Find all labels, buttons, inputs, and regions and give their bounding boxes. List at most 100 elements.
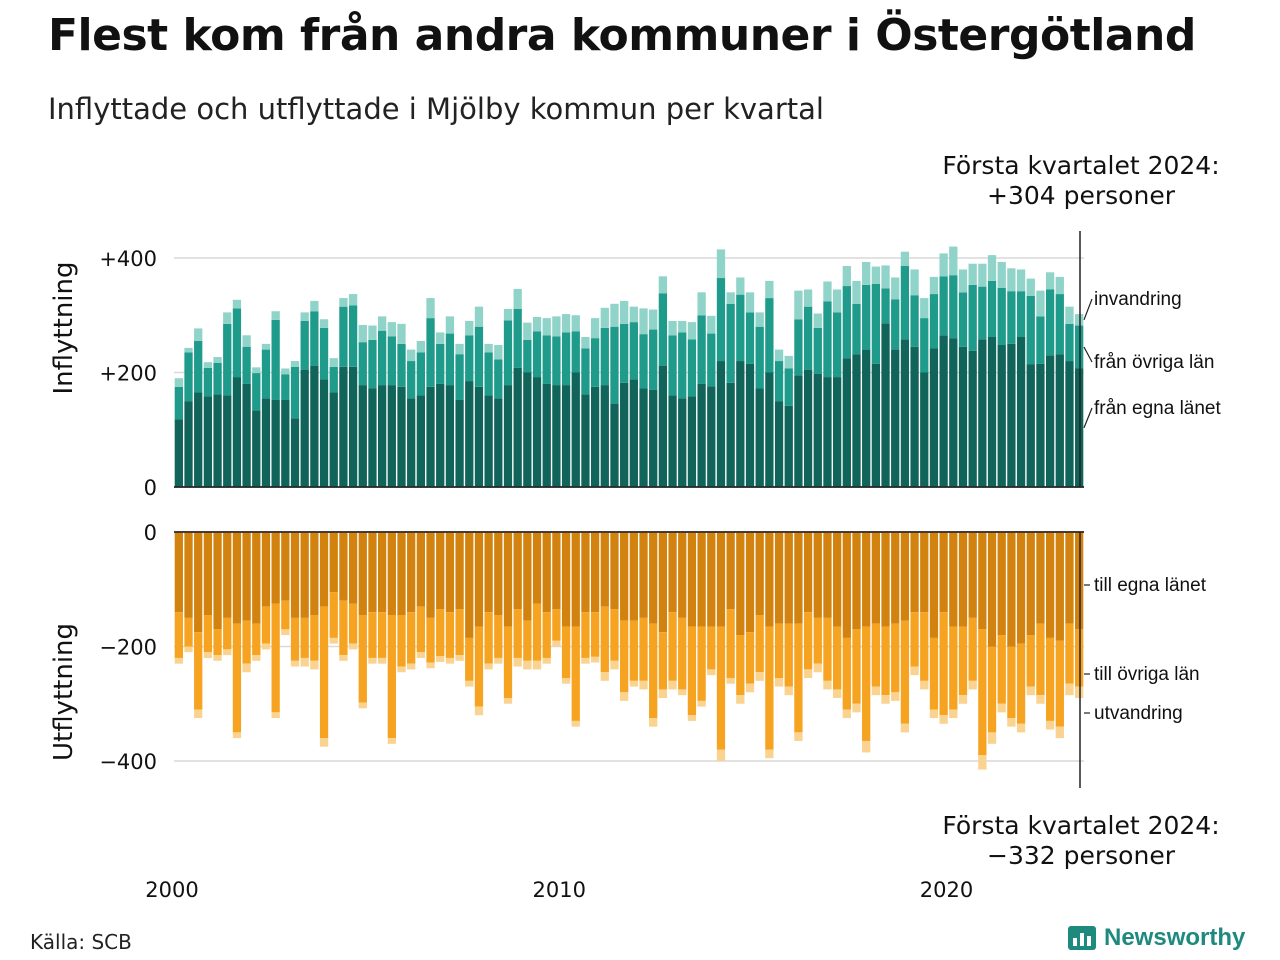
bar-out-0-11 xyxy=(281,532,290,601)
bar-out-1-19 xyxy=(358,615,367,703)
bar-out-0-6 xyxy=(232,532,242,624)
bar-in-1-11 xyxy=(281,374,290,400)
bar-in-1-79 xyxy=(939,276,948,336)
bar-out-0-23 xyxy=(397,532,406,616)
bar-in-0-42 xyxy=(581,394,590,487)
legend-label-out: till egna länet xyxy=(1094,575,1207,596)
bar-in-2-62 xyxy=(774,349,784,362)
bar-out-1-66 xyxy=(813,617,822,664)
bar-out-0-12 xyxy=(290,532,300,618)
bar-in-0-23 xyxy=(397,386,406,487)
bar-in-1-32 xyxy=(484,352,493,396)
bar-out-1-69 xyxy=(842,637,851,710)
bar-out-2-66 xyxy=(813,663,822,673)
bar-in-2-70 xyxy=(852,280,861,304)
bar-out-2-64 xyxy=(794,732,803,741)
bar-in-0-72 xyxy=(871,363,881,487)
bar-out-1-67 xyxy=(823,617,832,681)
bar-out-1-48 xyxy=(639,617,648,681)
page-subtitle: Inflyttade och utflyttade i Mjölby kommu… xyxy=(48,92,824,126)
bar-out-2-19 xyxy=(358,702,367,709)
ytick-label-out: −200 xyxy=(99,636,157,660)
bar-in-0-73 xyxy=(881,323,890,487)
bar-in-2-31 xyxy=(474,306,484,327)
bar-in-2-13 xyxy=(300,312,309,321)
bar-in-0-52 xyxy=(678,398,687,487)
bar-out-2-17 xyxy=(339,655,348,661)
bar-in-0-43 xyxy=(590,386,600,487)
bar-out-1-59 xyxy=(745,632,755,684)
bar-out-2-40 xyxy=(561,677,571,684)
bar-out-1-14 xyxy=(310,615,319,661)
bar-out-0-14 xyxy=(310,532,319,616)
bar-in-1-29 xyxy=(455,354,464,400)
bar-out-1-27 xyxy=(436,609,445,657)
bar-in-0-61 xyxy=(765,372,774,487)
ytick-label-in: 0 xyxy=(144,476,157,500)
bar-in-2-76 xyxy=(910,269,919,296)
bar-in-0-54 xyxy=(697,383,706,487)
bar-in-1-5 xyxy=(223,323,232,396)
bar-in-0-16 xyxy=(329,392,338,487)
bar-in-2-92 xyxy=(1065,306,1074,324)
bar-in-1-58 xyxy=(736,294,745,362)
bar-out-2-25 xyxy=(416,652,426,658)
bar-in-2-89 xyxy=(1036,290,1045,317)
bar-out-2-8 xyxy=(252,655,261,661)
bar-in-1-63 xyxy=(784,368,793,406)
bar-in-2-23 xyxy=(397,323,406,344)
bar-out-0-38 xyxy=(542,532,551,613)
bar-out-1-1 xyxy=(184,617,193,647)
newsworthy-logo: Newsworthy xyxy=(1068,924,1245,952)
bar-out-2-23 xyxy=(397,666,406,673)
bar-in-2-44 xyxy=(600,307,609,328)
bar-out-2-58 xyxy=(736,695,745,704)
bar-out-1-49 xyxy=(649,623,658,719)
bar-out-0-93 xyxy=(1075,532,1084,630)
bar-in-0-26 xyxy=(426,386,435,487)
bar-in-0-62 xyxy=(774,401,784,487)
bar-in-2-77 xyxy=(920,298,929,319)
bar-in-0-65 xyxy=(803,369,813,487)
bar-out-2-1 xyxy=(184,646,193,653)
legend-label-in: invandring xyxy=(1094,289,1182,310)
bar-in-1-88 xyxy=(1026,295,1035,365)
bar-out-0-2 xyxy=(194,532,203,633)
bar-in-2-42 xyxy=(581,337,590,349)
bar-out-2-11 xyxy=(281,629,290,636)
bar-in-2-66 xyxy=(813,313,822,328)
bar-in-0-75 xyxy=(900,339,910,487)
bar-out-2-39 xyxy=(552,640,561,647)
bar-out-2-65 xyxy=(803,669,813,678)
bar-out-1-63 xyxy=(784,623,793,687)
bar-in-1-56 xyxy=(716,278,726,362)
bar-out-1-81 xyxy=(958,626,968,696)
bar-in-1-34 xyxy=(503,320,513,386)
bar-out-2-87 xyxy=(1016,723,1026,733)
bar-in-0-45 xyxy=(610,403,619,487)
bar-in-1-86 xyxy=(1007,291,1016,344)
bar-in-2-49 xyxy=(649,309,658,330)
bar-out-1-54 xyxy=(697,626,706,701)
bar-out-1-57 xyxy=(726,609,735,678)
annotations: Första kvartalet 2024:+304 personerFörst… xyxy=(942,151,1219,870)
bar-in-2-85 xyxy=(997,262,1006,288)
bar-out-0-15 xyxy=(319,532,329,607)
bar-in-2-4 xyxy=(213,357,222,363)
bar-in-1-25 xyxy=(416,352,426,396)
bar-in-2-45 xyxy=(610,303,619,327)
bar-in-1-18 xyxy=(348,305,358,367)
annotation-out-title: Första kvartalet 2024: xyxy=(942,811,1219,840)
bar-in-1-62 xyxy=(774,361,784,402)
bar-out-1-91 xyxy=(1055,640,1064,727)
bar-out-1-90 xyxy=(1045,637,1055,721)
bar-out-1-42 xyxy=(581,612,590,658)
bar-out-2-91 xyxy=(1055,726,1064,739)
bar-out-1-60 xyxy=(755,615,764,673)
bar-in-0-22 xyxy=(387,385,396,487)
bar-out-2-32 xyxy=(484,663,493,670)
bar-out-0-3 xyxy=(203,532,213,616)
bar-out-1-34 xyxy=(503,626,513,699)
bar-out-0-90 xyxy=(1045,532,1055,638)
bar-out-1-40 xyxy=(561,626,571,678)
